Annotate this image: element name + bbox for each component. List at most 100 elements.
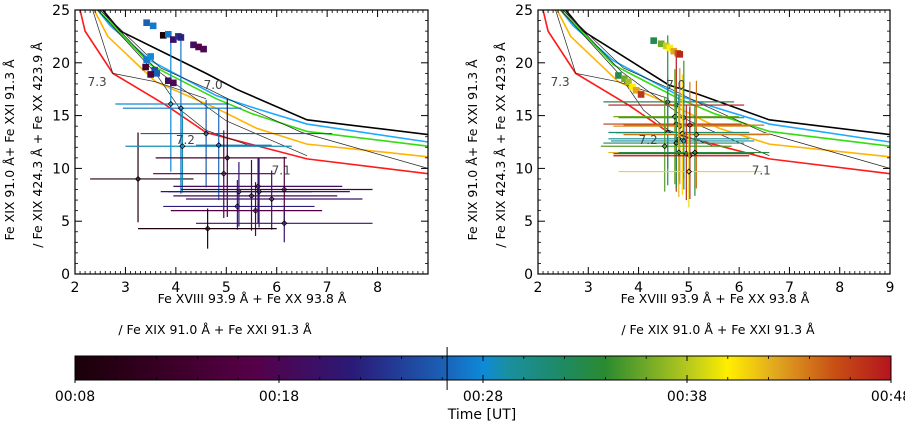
left-error-point [125, 110, 292, 193]
left-ylabel-line1: Fe XIX 91.0 Å+ Fe XXI 91.3 Å [2, 59, 17, 241]
data-point-diamond [177, 105, 184, 112]
y-tick-label: 20 [52, 56, 70, 72]
left-error-point [140, 99, 333, 188]
colorbar-tick-label: 00:38 [667, 389, 707, 405]
y-tick-label: 25 [515, 3, 533, 19]
right-error-point [608, 105, 740, 197]
left-track-marker [143, 19, 150, 26]
left-curve-green [97, 10, 428, 148]
y-tick-label: 0 [61, 267, 70, 283]
y-tick-label: 15 [515, 109, 533, 125]
right-error-point [603, 92, 745, 189]
right-xlabel-line1: Fe XVIII 93.9 Å + Fe XX 93.8 Å [621, 291, 810, 306]
data-point-diamond [691, 149, 698, 156]
left-model-curves [79, 10, 428, 175]
right-error-point [600, 96, 732, 192]
x-tick-label: 5 [222, 280, 231, 296]
y-tick-label: 20 [515, 56, 533, 72]
left-isotherm-labels: 7.3 7.0 7.2 7.1 [88, 75, 291, 178]
right-isotherm-7-3 [555, 10, 669, 100]
data-point-diamond [673, 139, 680, 147]
left-track-marker [170, 79, 177, 87]
right-error-point [618, 105, 770, 196]
x-tick-label: 4 [634, 280, 643, 296]
left-track-marker [153, 70, 160, 77]
data-point-diamond [179, 143, 186, 150]
left-xlabel-line2: / Fe XIX 91.0 Å + Fe XXI 91.3 Å [118, 322, 312, 337]
left-plot-area: 7.3 7.0 7.2 7.1 [79, 10, 428, 249]
data-point-diamond [675, 149, 682, 156]
left-error-point [153, 130, 275, 219]
left-axes-frame [74, 9, 429, 275]
left-ylabel-line2: / Fe XIX 424.3 Å + Fe XX 423.9 Å [30, 42, 45, 248]
x-tick-label: 2 [71, 280, 80, 296]
data-point-diamond [254, 183, 262, 190]
colorbar-tick-label: 00:28 [463, 389, 503, 405]
right-plot-area: 7.3 7.0 7.2 7.1 [542, 10, 890, 208]
left-error-point [196, 108, 272, 201]
colorbar-tick-labels: 00:08 00:18 00:28 00:38 00:48 [55, 389, 905, 405]
x-tick-label: 7 [785, 280, 794, 296]
x-tick-label: 5 [684, 280, 693, 296]
data-point-diamond [252, 207, 259, 214]
right-track-marker [632, 86, 640, 94]
right-isotherm-labels: 7.3 7.0 7.2 7.1 [551, 75, 771, 178]
x-tick-label: 3 [121, 280, 130, 296]
right-isotherm-label: 7.2 [639, 133, 658, 147]
data-point-diamond [255, 188, 263, 195]
data-point-diamond [134, 175, 142, 183]
left-error-point [138, 208, 277, 249]
right-track-marker [625, 78, 632, 86]
right-xlabel-line2: / Fe XIX 91.0 Å + Fe XXI 91.3 Å [621, 322, 815, 337]
y-tick-label: 5 [524, 214, 533, 230]
left-axis-ticks: 2 3 4 5 6 7 8 0 5 10 15 20 25 [52, 3, 429, 296]
left-track-marker [147, 53, 154, 60]
right-error-bars [600, 35, 770, 208]
right-axes-frame [537, 9, 891, 275]
x-tick-label: 3 [584, 280, 593, 296]
data-point-diamond [220, 170, 227, 177]
colorbar-ticks [74, 356, 892, 383]
data-point-diamond [248, 192, 255, 199]
data-point-diamond [268, 195, 275, 203]
right-track-marker [615, 72, 622, 79]
left-isotherm-label: 7.3 [88, 75, 107, 89]
left-markers [142, 19, 207, 87]
left-error-bars [90, 35, 373, 249]
right-track-marker [676, 51, 684, 58]
left-panel: 7.3 7.0 7.2 7.1 2 3 4 5 6 7 8 0 5 10 15 20 25 Fe XVIII … [2, 3, 429, 337]
x-tick-label: 8 [835, 280, 844, 296]
right-error-point [613, 107, 750, 200]
left-curve-blue [97, 10, 428, 143]
right-ylabel-line2: / Fe XIX 424.3 Å + Fe XX 423.9 Å [493, 42, 508, 248]
data-point-diamond [215, 142, 222, 149]
left-isotherm-label: 7.1 [272, 164, 291, 178]
y-tick-label: 10 [515, 161, 533, 177]
left-isotherm-7-1 [99, 10, 308, 157]
data-point-diamond [167, 100, 174, 108]
colorbar-tick-label: 00:08 [55, 389, 95, 405]
data-point-diamond [661, 143, 668, 150]
left-error-point [90, 132, 194, 223]
data-point-diamond [204, 225, 211, 232]
right-isotherm-7-0 [562, 10, 890, 169]
left-curve-red [79, 10, 428, 175]
x-tick-label: 8 [373, 280, 382, 296]
left-xlabel-line1: Fe XVIII 93.9 Å + Fe XX 93.8 Å [158, 291, 347, 306]
right-ylabel-line1: Fe XIX 91.0 Å+ Fe XXI 91.3 Å [465, 59, 480, 241]
right-panel: 7.3 7.0 7.2 7.1 2 3 4 5 6 7 8 9 0 5 10 15 20 25 Fe XVIII… [465, 3, 894, 337]
x-tick-label: 6 [735, 280, 744, 296]
data-point-diamond [203, 130, 210, 137]
left-track-marker [147, 71, 154, 78]
data-point-diamond [281, 220, 288, 227]
right-markers [615, 37, 684, 98]
data-point-diamond [686, 152, 693, 159]
right-error-point [623, 81, 765, 182]
y-tick-label: 10 [52, 161, 70, 177]
left-track-marker [142, 63, 149, 71]
left-track-marker [149, 22, 157, 30]
right-axis-ticks: 2 3 4 5 6 7 8 9 0 5 10 15 20 25 [515, 3, 894, 296]
left-error-point [122, 37, 242, 194]
right-isotherm-label: 7.1 [752, 164, 771, 178]
